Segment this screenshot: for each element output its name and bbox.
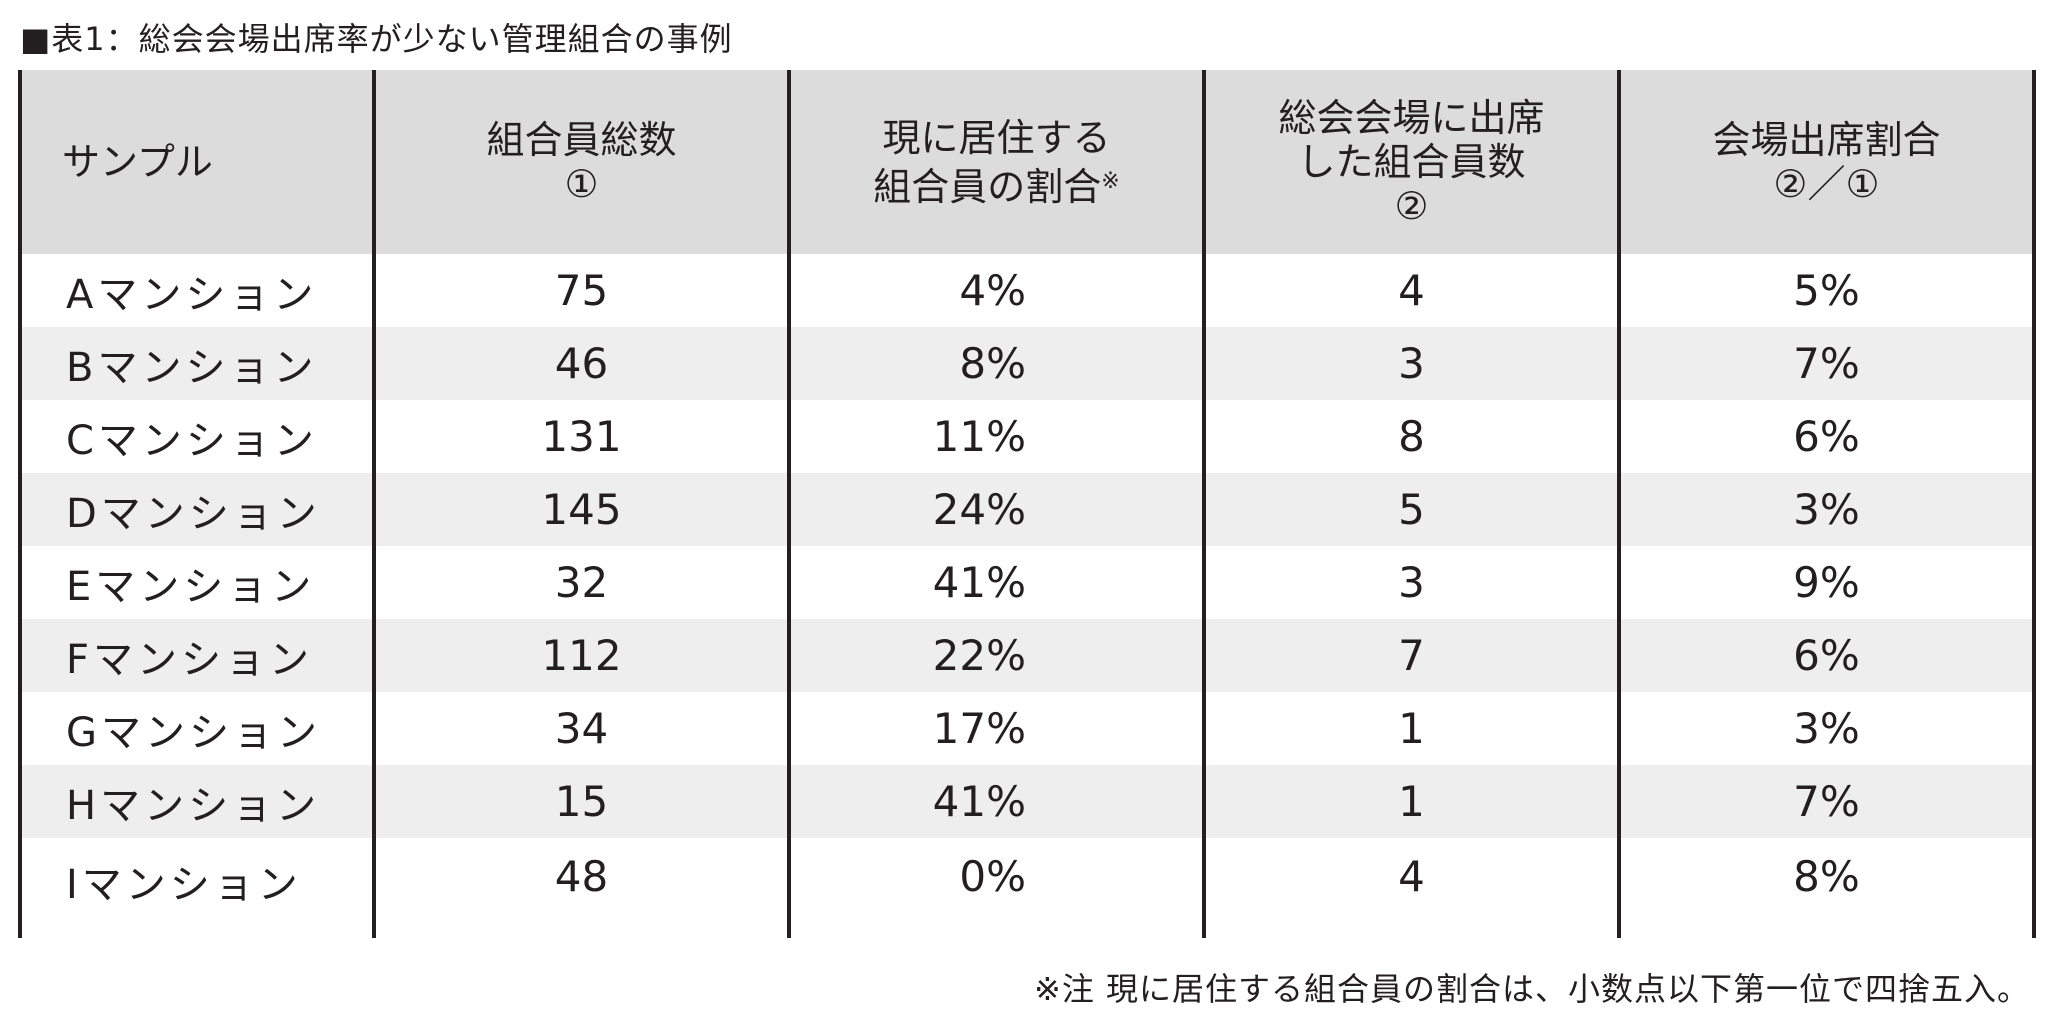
cell-resident-ratio: 11% xyxy=(787,400,1204,473)
table-row: Gマンション 34 17% 1 3% xyxy=(18,692,2036,765)
table-title: ■表1：総会会場出席率が少ない管理組合の事例 xyxy=(20,20,733,58)
cell-attendance-ratio: 7% xyxy=(1617,765,2036,838)
cell-name: Iマンション xyxy=(18,838,374,938)
mansion-attendance-table: サンプル 組合員総数 ① 現に居住する 組合員の割合※ 総会会場に出席 した組合… xyxy=(18,70,2036,938)
footnote: ※注 現に居住する組合員の割合は、小数点以下第一位で四捨五入。 xyxy=(1034,970,2030,1008)
table-row: Iマンション 48 0% 4 8% xyxy=(18,838,2036,938)
cell-total: 145 xyxy=(372,473,789,546)
header-footnote-mark: ※ xyxy=(1101,168,1120,194)
cell-resident-ratio: 41% xyxy=(787,546,1204,619)
cell-name: Dマンション xyxy=(18,473,374,546)
table-row: Hマンション 15 41% 1 7% xyxy=(18,765,2036,838)
cell-attendance-ratio: 7% xyxy=(1617,327,2036,400)
header-attended-members: 総会会場に出席 した組合員数 ② xyxy=(1202,70,1619,254)
cell-total: 75 xyxy=(372,254,789,327)
cell-resident-ratio: 8% xyxy=(787,327,1204,400)
cell-attendance-ratio: 6% xyxy=(1617,400,2036,473)
cell-name: Gマンション xyxy=(18,692,374,765)
header-resident-ratio: 現に居住する 組合員の割合※ xyxy=(787,70,1204,254)
cell-attendance-ratio: 3% xyxy=(1617,473,2036,546)
cell-total: 131 xyxy=(372,400,789,473)
cell-total: 15 xyxy=(372,765,789,838)
cell-attended: 1 xyxy=(1202,692,1619,765)
header-attendance-ratio: 会場出席割合 ②／① xyxy=(1617,70,2036,254)
table-row: Aマンション 75 4% 4 5% xyxy=(18,254,2036,327)
header-attended-line2: した組合員数 xyxy=(1297,140,1526,184)
header-total-members: 組合員総数 ① xyxy=(372,70,789,254)
cell-attended: 3 xyxy=(1202,546,1619,619)
cell-resident-ratio: 24% xyxy=(787,473,1204,546)
cell-attended: 1 xyxy=(1202,765,1619,838)
header-resident-ratio-line2: 組合員の割合 xyxy=(873,164,1102,209)
header-total-members-label: 組合員総数 xyxy=(486,118,677,162)
cell-total: 46 xyxy=(372,327,789,400)
table-row: Fマンション 112 22% 7 6% xyxy=(18,619,2036,692)
table-row: Cマンション 131 11% 8 6% xyxy=(18,400,2036,473)
cell-attended: 3 xyxy=(1202,327,1619,400)
table-row: Eマンション 32 41% 3 9% xyxy=(18,546,2036,619)
header-total-members-mark: ① xyxy=(564,162,599,206)
header-attendance-ratio-label: 会場出席割合 xyxy=(1712,118,1941,162)
header-resident-ratio-line1: 現に居住する xyxy=(882,115,1111,160)
table-header-row: サンプル 組合員総数 ① 現に居住する 組合員の割合※ 総会会場に出席 した組合… xyxy=(18,70,2036,254)
cell-name: Eマンション xyxy=(18,546,374,619)
header-attended-mark: ② xyxy=(1394,184,1429,228)
cell-resident-ratio: 22% xyxy=(787,619,1204,692)
cell-name: Hマンション xyxy=(18,765,374,838)
header-attendance-ratio-formula: ②／① xyxy=(1773,162,1880,206)
cell-resident-ratio: 4% xyxy=(787,254,1204,327)
cell-name: Aマンション xyxy=(18,254,374,327)
cell-name: Fマンション xyxy=(18,619,374,692)
header-attended-line1: 総会会場に出席 xyxy=(1278,96,1545,140)
cell-resident-ratio: 17% xyxy=(787,692,1204,765)
header-sample-label: サンプル xyxy=(62,140,213,184)
cell-attendance-ratio: 3% xyxy=(1617,692,2036,765)
cell-attendance-ratio: 8% xyxy=(1617,838,2036,938)
cell-total: 112 xyxy=(372,619,789,692)
cell-resident-ratio: 0% xyxy=(787,838,1204,938)
cell-total: 32 xyxy=(372,546,789,619)
cell-attended: 8 xyxy=(1202,400,1619,473)
data-table-container: サンプル 組合員総数 ① 現に居住する 組合員の割合※ 総会会場に出席 した組合… xyxy=(18,70,2036,938)
table-row: Dマンション 145 24% 5 3% xyxy=(18,473,2036,546)
cell-name: Bマンション xyxy=(18,327,374,400)
cell-total: 34 xyxy=(372,692,789,765)
cell-attendance-ratio: 6% xyxy=(1617,619,2036,692)
cell-attendance-ratio: 5% xyxy=(1617,254,2036,327)
cell-attended: 4 xyxy=(1202,838,1619,938)
header-sample: サンプル xyxy=(18,70,374,254)
cell-attended: 5 xyxy=(1202,473,1619,546)
table-row: Bマンション 46 8% 3 7% xyxy=(18,327,2036,400)
cell-total: 48 xyxy=(372,838,789,938)
cell-attended: 7 xyxy=(1202,619,1619,692)
cell-resident-ratio: 41% xyxy=(787,765,1204,838)
cell-name: Cマンション xyxy=(18,400,374,473)
cell-attendance-ratio: 9% xyxy=(1617,546,2036,619)
cell-attended: 4 xyxy=(1202,254,1619,327)
